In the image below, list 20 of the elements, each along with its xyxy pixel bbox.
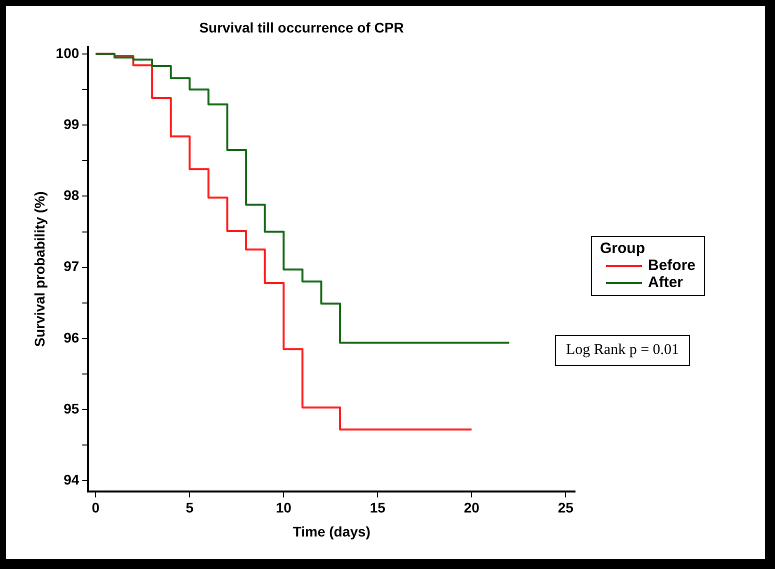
x-tick-label: 5 xyxy=(186,500,194,516)
legend-label: After xyxy=(648,274,684,291)
y-tick-label: 94 xyxy=(64,472,80,488)
x-tick-label: 0 xyxy=(92,500,100,516)
y-axis-title: Survival probability (%) xyxy=(31,191,48,347)
x-axis-title: Time (days) xyxy=(292,523,370,540)
y-tick-label: 98 xyxy=(64,187,80,204)
y-tick-label: 96 xyxy=(64,329,80,346)
y-tick-label: 100 xyxy=(56,44,80,61)
annotation: Log Rank p = 0.01 xyxy=(555,335,690,366)
x-tick-label: 25 xyxy=(558,500,574,516)
x-tick-label: 15 xyxy=(370,500,386,516)
legend-label: Before xyxy=(648,257,696,274)
y-tick-label: 99 xyxy=(64,116,80,132)
y-tick-label: 97 xyxy=(64,258,80,274)
x-tick-label: 10 xyxy=(276,500,292,516)
y-tick-label: 95 xyxy=(64,400,80,416)
x-tick-label: 20 xyxy=(464,500,480,516)
legend-title: Group xyxy=(600,240,646,257)
chart-title: Survival till occurrence of CPR xyxy=(199,19,404,36)
